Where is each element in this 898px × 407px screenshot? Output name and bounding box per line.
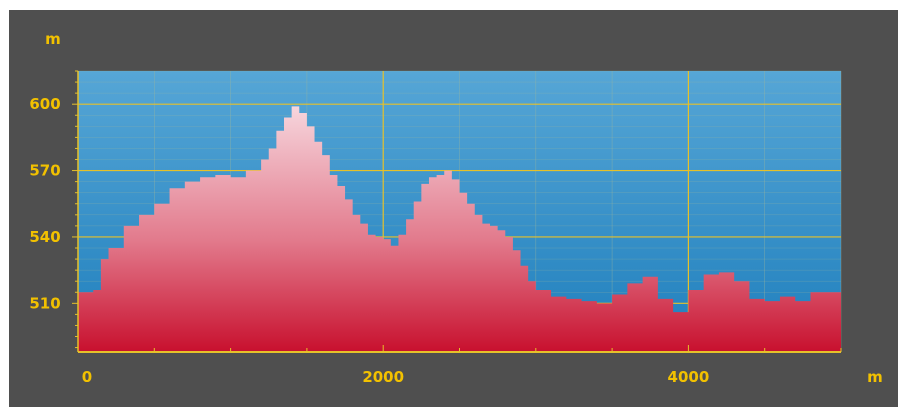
elevation-chart: 510 540 570 600 0 2000 4000 m m bbox=[29, 30, 883, 386]
y-axis-unit-label: m bbox=[45, 30, 61, 48]
y-tick-label: 600 bbox=[29, 95, 60, 113]
x-axis-unit-label: m bbox=[867, 368, 883, 386]
x-tick-label: 4000 bbox=[668, 368, 710, 386]
y-tick-label: 570 bbox=[29, 162, 60, 180]
x-tick-label: 0 bbox=[82, 368, 92, 386]
chart-frame: 510 540 570 600 0 2000 4000 m m bbox=[9, 10, 898, 407]
y-axis-tick-labels: 510 540 570 600 bbox=[29, 95, 60, 312]
y-axis-ticks bbox=[72, 70, 79, 352]
x-axis-tick-labels: 0 2000 4000 bbox=[82, 368, 709, 386]
y-tick-label: 510 bbox=[29, 294, 60, 312]
x-axis-ticks bbox=[77, 345, 842, 353]
y-tick-label: 540 bbox=[29, 228, 60, 246]
elevation-area bbox=[78, 106, 841, 352]
x-tick-label: 2000 bbox=[362, 368, 404, 386]
